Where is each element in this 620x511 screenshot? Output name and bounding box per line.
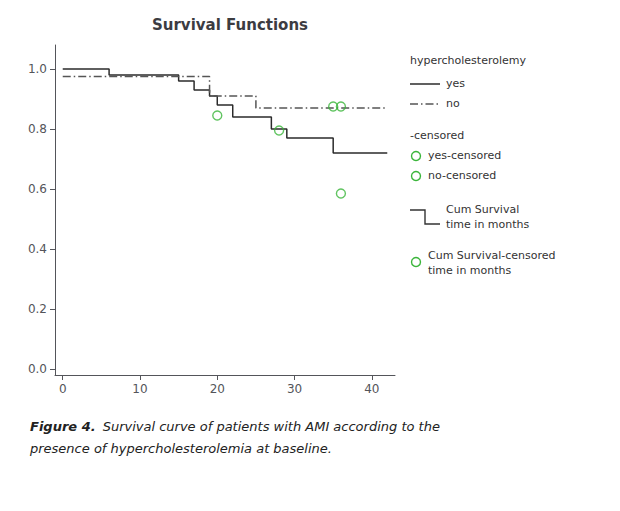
svg-text:0.6: 0.6: [28, 182, 47, 196]
svg-text:hypercholesterolemy: hypercholesterolemy: [410, 54, 526, 67]
svg-text:-censored: -censored: [410, 129, 464, 142]
svg-text:30: 30: [287, 382, 302, 396]
svg-text:10: 10: [132, 382, 147, 396]
svg-text:0.8: 0.8: [28, 122, 47, 136]
svg-text:0.0: 0.0: [28, 362, 47, 376]
svg-text:yes-censored: yes-censored: [428, 149, 501, 162]
svg-text:Cum Survival-censored: Cum Survival-censored: [428, 249, 555, 262]
svg-text:0: 0: [59, 382, 67, 396]
svg-text:40: 40: [364, 382, 379, 396]
svg-text:time in months: time in months: [446, 218, 530, 231]
svg-text:presence of hypercholesterolem: presence of hypercholesterolemia at base…: [29, 441, 332, 456]
svg-text:Cum Survival: Cum Survival: [446, 203, 519, 216]
svg-text:20: 20: [210, 382, 225, 396]
svg-text:0.2: 0.2: [28, 302, 47, 316]
svg-text:no-censored: no-censored: [428, 169, 496, 182]
svg-text:0.4: 0.4: [28, 242, 47, 256]
svg-text:1.0: 1.0: [28, 62, 47, 76]
svg-text:time in months: time in months: [428, 264, 512, 277]
svg-text:Survival curve of patients wit: Survival curve of patients with AMI acco…: [103, 419, 440, 434]
svg-text:yes: yes: [446, 77, 465, 90]
svg-text:Survival Functions: Survival Functions: [152, 16, 308, 34]
svg-text:Figure 4.: Figure 4.: [30, 419, 96, 434]
svg-text:no: no: [446, 97, 460, 110]
